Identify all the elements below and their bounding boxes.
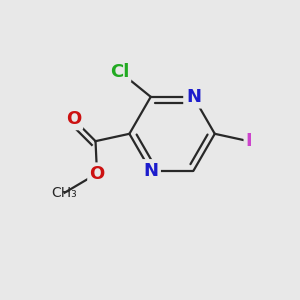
Text: Cl: Cl <box>110 63 130 81</box>
Text: N: N <box>143 162 158 180</box>
Text: I: I <box>245 132 252 150</box>
Text: N: N <box>186 88 201 106</box>
Text: CH₃: CH₃ <box>52 186 77 200</box>
Text: O: O <box>89 165 105 183</box>
Text: O: O <box>66 110 81 128</box>
